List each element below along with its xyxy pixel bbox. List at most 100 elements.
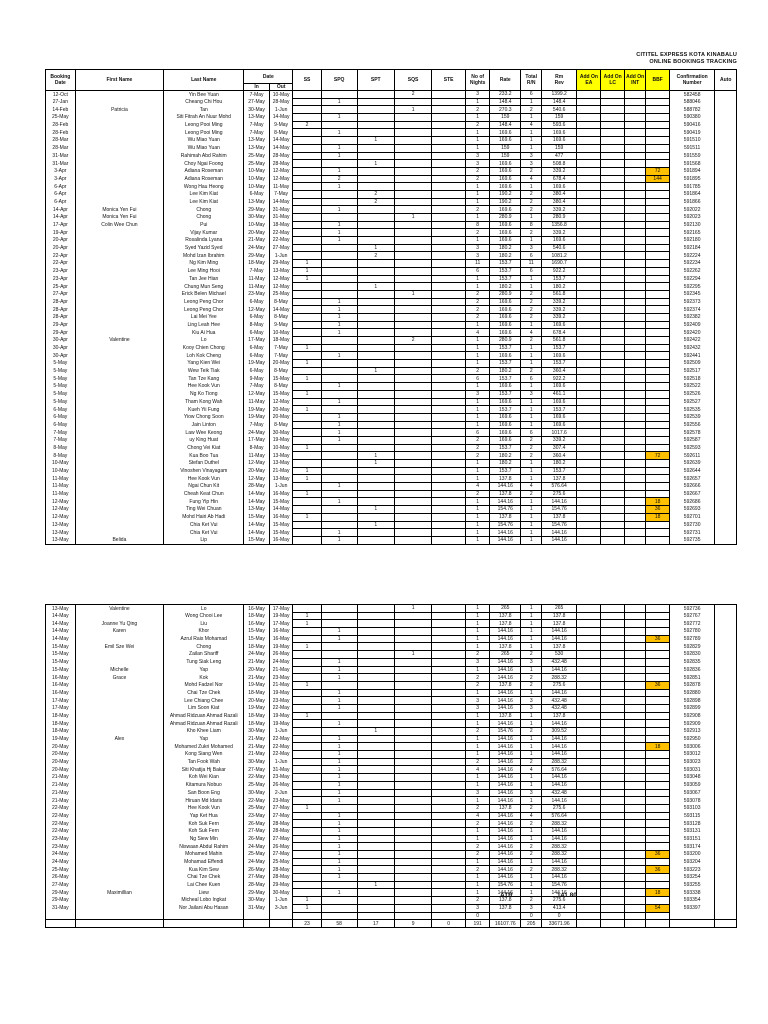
- cell-spq: [320, 619, 358, 629]
- cell-rate: 233.2: [489, 90, 522, 99]
- cell-last_name: Erick Belen Michael: [163, 290, 245, 299]
- table-row: 18-May Ahmad Ridzuan Ahmad Razali 18-May 19…: [45, 719, 737, 728]
- cell-ste: [431, 328, 467, 337]
- cell-lc: [600, 780, 625, 790]
- cell-bbf: [645, 703, 670, 713]
- cell-auto: [714, 789, 737, 797]
- cell-bbf: [645, 773, 670, 782]
- cell-bbf: [645, 397, 670, 407]
- table-row: 8-May Kua Boo Tua 11-May 13-May 1 2 180.2 2 360.…: [45, 451, 737, 460]
- cell-nights: 2: [465, 727, 491, 736]
- cell-total_rn: 6: [520, 266, 543, 276]
- cell-booking_date: 14-May: [45, 635, 76, 643]
- cell-ea: [576, 703, 602, 713]
- cell-conf: 593254: [668, 873, 716, 882]
- cell-conf: 593338: [668, 888, 716, 897]
- cell-total_rn: 1: [520, 512, 543, 522]
- cell-ea: [576, 642, 602, 652]
- cell-ss: [292, 289, 322, 299]
- cell-ea: [576, 673, 602, 682]
- cell-first_name: [74, 190, 165, 199]
- cell-ss: [292, 834, 322, 844]
- cell-conf: 592644: [668, 467, 716, 475]
- cell-ea: [576, 811, 602, 821]
- cell-bbf: [645, 604, 670, 613]
- cell-ss: [292, 528, 322, 537]
- cell-last_name: Rahimah Abd Rahim: [163, 152, 245, 160]
- cell-lc: [600, 243, 625, 253]
- cell-auto: [714, 642, 737, 651]
- cell-last_name: Syed Yazid Syed: [163, 244, 245, 252]
- cell-rate: 148.4: [489, 97, 522, 107]
- cell-ea: [576, 120, 602, 130]
- cell-first_name: [74, 159, 165, 168]
- cell-ste: [431, 90, 467, 99]
- cell-sqs: [393, 428, 433, 437]
- cell-nights: 1: [465, 750, 491, 759]
- cell-spq: 1: [320, 143, 358, 153]
- table-row: 20-May Tan Fook Wah 30-May 1-Jun 1 2 144.16 2 28…: [45, 757, 737, 767]
- cell-conf: 592909: [668, 719, 716, 728]
- cell-first_name: [74, 305, 165, 314]
- cell-ste: [431, 443, 467, 453]
- cell-nights: 3: [465, 696, 491, 705]
- cell-date_in: 6-May: [243, 190, 270, 199]
- table-row: 5-May Tan Tze Kang 9-May 15-May 1 6 153.7 6 922.…: [45, 374, 737, 384]
- cell-ea: [576, 842, 602, 851]
- cell-ss: [292, 113, 322, 122]
- column-header-booking_date: Booking Date: [45, 69, 76, 91]
- cell-last_name: Chai Tze Chek: [163, 873, 245, 882]
- cell-sqs: [393, 182, 433, 191]
- cell-int: [623, 497, 647, 507]
- cell-rm_rev: 1399.2: [541, 90, 578, 99]
- cell-spt: [356, 873, 395, 882]
- cell-booking_date: 30-Apr: [45, 344, 76, 352]
- cell-last_name: Siti Fitrah An Nuur Mohd: [163, 113, 245, 122]
- cell-bbf: [645, 366, 670, 376]
- cell-spq: 1: [320, 497, 358, 507]
- cell-bbf: [645, 113, 670, 122]
- cell-int: [623, 282, 647, 291]
- cell-date_out: 1-Jun: [268, 105, 294, 114]
- cell-ea: [576, 611, 602, 621]
- cell-conf: 593397: [668, 904, 716, 912]
- cell-spt: [356, 382, 395, 391]
- cell-lc: [600, 919, 625, 928]
- cell-ste: [431, 896, 467, 905]
- cell-ss: [292, 727, 322, 736]
- cell-ea: [576, 159, 602, 168]
- cell-date_out: 17-May: [268, 619, 294, 628]
- cell-booking_date: 14-Apr: [45, 205, 76, 214]
- cell-rm_rev: 137.8: [541, 619, 578, 629]
- cell-rm_rev: 169.6: [541, 236, 578, 245]
- cell-ste: [431, 750, 467, 759]
- cell-date_out: 14-May: [268, 136, 294, 145]
- cell-rate: 144.16: [489, 535, 522, 545]
- cell-int: [623, 703, 647, 713]
- cell-auto: [714, 482, 737, 491]
- cell-int: [623, 688, 647, 698]
- cell-lc: [600, 719, 625, 728]
- cell-auto: [714, 881, 737, 889]
- cell-ste: [431, 535, 467, 545]
- cell-ste: [431, 780, 467, 790]
- cell-int: [623, 765, 647, 775]
- cell-booking_date: 20-Apr: [45, 244, 76, 252]
- cell-booking_date: 17-May: [45, 704, 76, 713]
- cell-nights: 1: [465, 780, 491, 790]
- cell-conf: 592373: [668, 298, 716, 306]
- cell-last_name: Chong Vei Kiat: [163, 444, 245, 452]
- cell-rm_rev: 144.16: [541, 688, 578, 698]
- cell-rate: 144.16: [489, 688, 522, 698]
- cell-total_rn: 4: [520, 811, 543, 821]
- cell-lc: [600, 289, 625, 299]
- cell-nights: 3: [465, 657, 491, 667]
- cell-ea: [576, 665, 602, 675]
- cell-booking_date: 29-May: [45, 896, 76, 905]
- cell-spq: [320, 159, 358, 168]
- cell-total_rn: 1: [520, 834, 543, 844]
- cell-conf: 593200: [668, 850, 716, 859]
- cell-ste: [431, 382, 467, 391]
- cell-spq: 1: [320, 703, 358, 713]
- cell-int: [623, 297, 647, 307]
